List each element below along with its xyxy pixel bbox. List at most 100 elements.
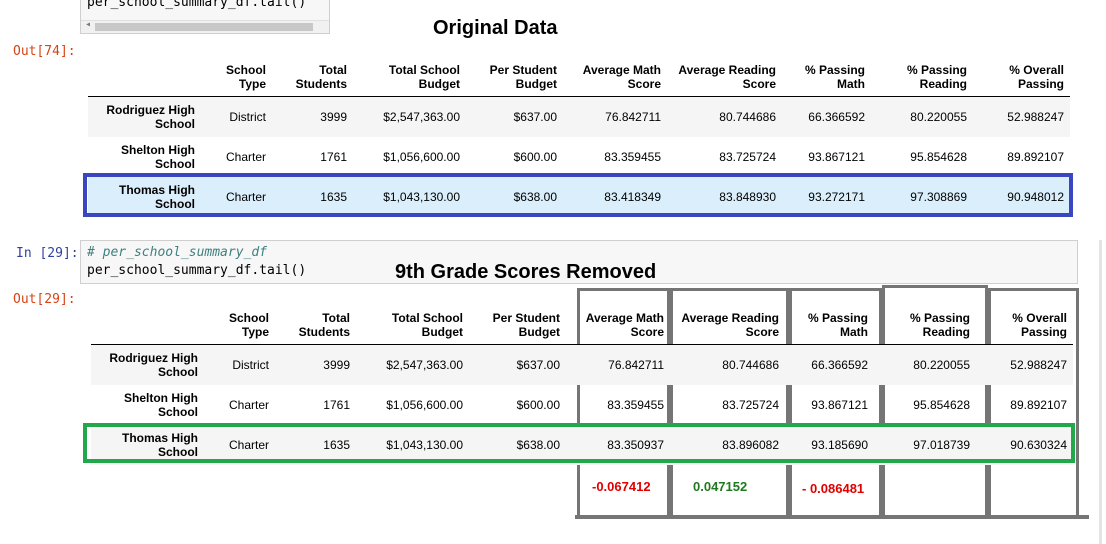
table-cell: $2,547,363.00: [383, 110, 460, 124]
column-header: Average Reading Score: [678, 63, 776, 91]
column-header: School Type: [225, 63, 266, 91]
table-cell: 76.842711: [608, 358, 664, 372]
table-cell: 83.725724: [719, 150, 776, 164]
table-cell: 97.308869: [910, 190, 967, 204]
in-prompt-29: In [29]:: [16, 246, 79, 261]
column-header: Total Students: [295, 63, 347, 91]
table-row: Rodriguez High School District 3999 $2,54…: [91, 345, 1073, 385]
table-cell: Charter: [225, 190, 266, 204]
table-cell: $600.00: [513, 150, 557, 164]
scroll-left-icon[interactable]: ◂: [85, 19, 92, 30]
table-cell: 3999: [320, 110, 347, 124]
table-cell: 83.418349: [604, 190, 661, 204]
table-row: Shelton High School Charter 1761 $1,056,6…: [88, 137, 1070, 177]
table-cell: 1635: [320, 190, 347, 204]
diff-pct-passing-math: - 0.086481: [802, 481, 865, 496]
table-cell: $637.00: [516, 358, 560, 372]
removed-highlight-box: [83, 423, 1075, 463]
column-header: % Passing Math: [804, 63, 865, 91]
table-cell: 1761: [323, 398, 350, 412]
table-cell: $1,043,130.00: [386, 438, 463, 452]
table-cell: 89.892107: [1010, 398, 1067, 412]
table-cell: 3999: [323, 358, 350, 372]
table-row: Rodriguez High School District 3999 $2,54…: [88, 97, 1070, 137]
column-header: School Type: [228, 311, 269, 339]
vertical-scrollbar[interactable]: [1099, 240, 1102, 544]
table-cell: 83.848930: [719, 190, 776, 204]
row-label: Thomas High School: [118, 183, 195, 211]
table-cell: 93.867121: [808, 150, 865, 164]
bottom-code-cell[interactable]: # per_school_summary_df per_school_summa…: [80, 240, 1078, 284]
original-data-table: School Type Total Students Total School Bud…: [88, 55, 1070, 220]
table-cell: District: [232, 358, 269, 372]
table-cell: 90.948012: [1007, 190, 1064, 204]
row-label: Shelton High School: [124, 391, 198, 419]
table-cell: $638.00: [516, 438, 560, 452]
table-cell: 66.366592: [808, 110, 865, 124]
table-cell: 1761: [320, 150, 347, 164]
table-cell: 76.842711: [605, 110, 661, 124]
original-data-heading: Original Data: [433, 17, 558, 39]
table-cell: Charter: [225, 150, 266, 164]
table-cell: 93.867121: [811, 398, 868, 412]
column-header: Average Reading Score: [681, 311, 779, 339]
out-prompt-29: Out[29]:: [13, 292, 76, 307]
row-label: Thomas High School: [121, 431, 198, 459]
table-cell: 97.018739: [913, 438, 970, 452]
header-rule: [88, 96, 1070, 97]
table-cell: $1,056,600.00: [386, 398, 463, 412]
table-cell: 95.854628: [913, 398, 970, 412]
bottom-code-text: per_school_summary_df.tail(): [87, 263, 307, 278]
table-cell: $600.00: [516, 398, 560, 412]
table-cell: 52.988247: [1007, 110, 1064, 124]
table-cell: Charter: [228, 398, 269, 412]
out-prompt-74: Out[74]:: [13, 44, 76, 59]
column-header: Total Students: [298, 311, 350, 339]
table-cell: 93.272171: [808, 190, 865, 204]
column-header: % Overall Passing: [1012, 311, 1067, 339]
table-cell: $2,547,363.00: [386, 358, 463, 372]
table-cell: $638.00: [513, 190, 557, 204]
table-row-highlighted: Thomas High School Charter 1635 $1,043,13…: [91, 425, 1073, 465]
table-cell: $637.00: [513, 110, 557, 124]
column-header: Average Math Score: [585, 311, 664, 339]
table-cell: 1635: [323, 438, 350, 452]
table-cell: 83.359455: [604, 150, 661, 164]
table-cell: 83.725724: [722, 398, 779, 412]
diff-avg-reading: 0.047152: [693, 479, 748, 494]
top-code-cell[interactable]: per_school_summary_df.tail() ◂: [80, 0, 330, 34]
table-cell: 52.988247: [1010, 358, 1067, 372]
table-cell: 83.896082: [722, 438, 779, 452]
column-header: Per Student Budget: [492, 311, 560, 339]
column-header: Total School Budget: [388, 63, 460, 91]
horizontal-scrollbar[interactable]: ◂: [81, 19, 329, 33]
comparison-box-base: [575, 515, 1089, 519]
row-label: Rodriguez High School: [106, 103, 195, 131]
table-cell: $1,056,600.00: [383, 150, 460, 164]
table-row-highlighted: Thomas High School Charter 1635 $1,043,13…: [88, 177, 1070, 217]
table-cell: 83.350937: [607, 438, 664, 452]
table-cell: 80.744686: [722, 358, 779, 372]
table-cell: $1,043,130.00: [383, 190, 460, 204]
table-cell: 95.854628: [910, 150, 967, 164]
table-cell: 80.744686: [719, 110, 776, 124]
top-code-text: per_school_summary_df.tail(): [87, 0, 307, 10]
table-cell: 66.366592: [811, 358, 868, 372]
original-highlight-box: [83, 173, 1073, 217]
table-cell: 93.185690: [811, 438, 868, 452]
table-cell: Charter: [228, 438, 269, 452]
row-label: Rodriguez High School: [109, 351, 198, 379]
code-comment: # per_school_summary_df: [87, 245, 268, 260]
column-header: % Passing Reading: [909, 311, 970, 339]
header-rule: [91, 344, 1073, 345]
scrollbar-thumb[interactable]: [95, 23, 313, 31]
table-cell: 89.892107: [1007, 150, 1064, 164]
removed-data-table: School Type Total Students Total School Bud…: [91, 303, 1073, 468]
column-header: Total School Budget: [391, 311, 463, 339]
table-cell: 80.220055: [913, 358, 970, 372]
diff-avg-math: -0.067412: [592, 479, 651, 494]
table-cell: 80.220055: [910, 110, 967, 124]
column-header: % Passing Reading: [906, 63, 967, 91]
table-cell: 90.630324: [1010, 438, 1067, 452]
row-label: Shelton High School: [121, 143, 195, 171]
